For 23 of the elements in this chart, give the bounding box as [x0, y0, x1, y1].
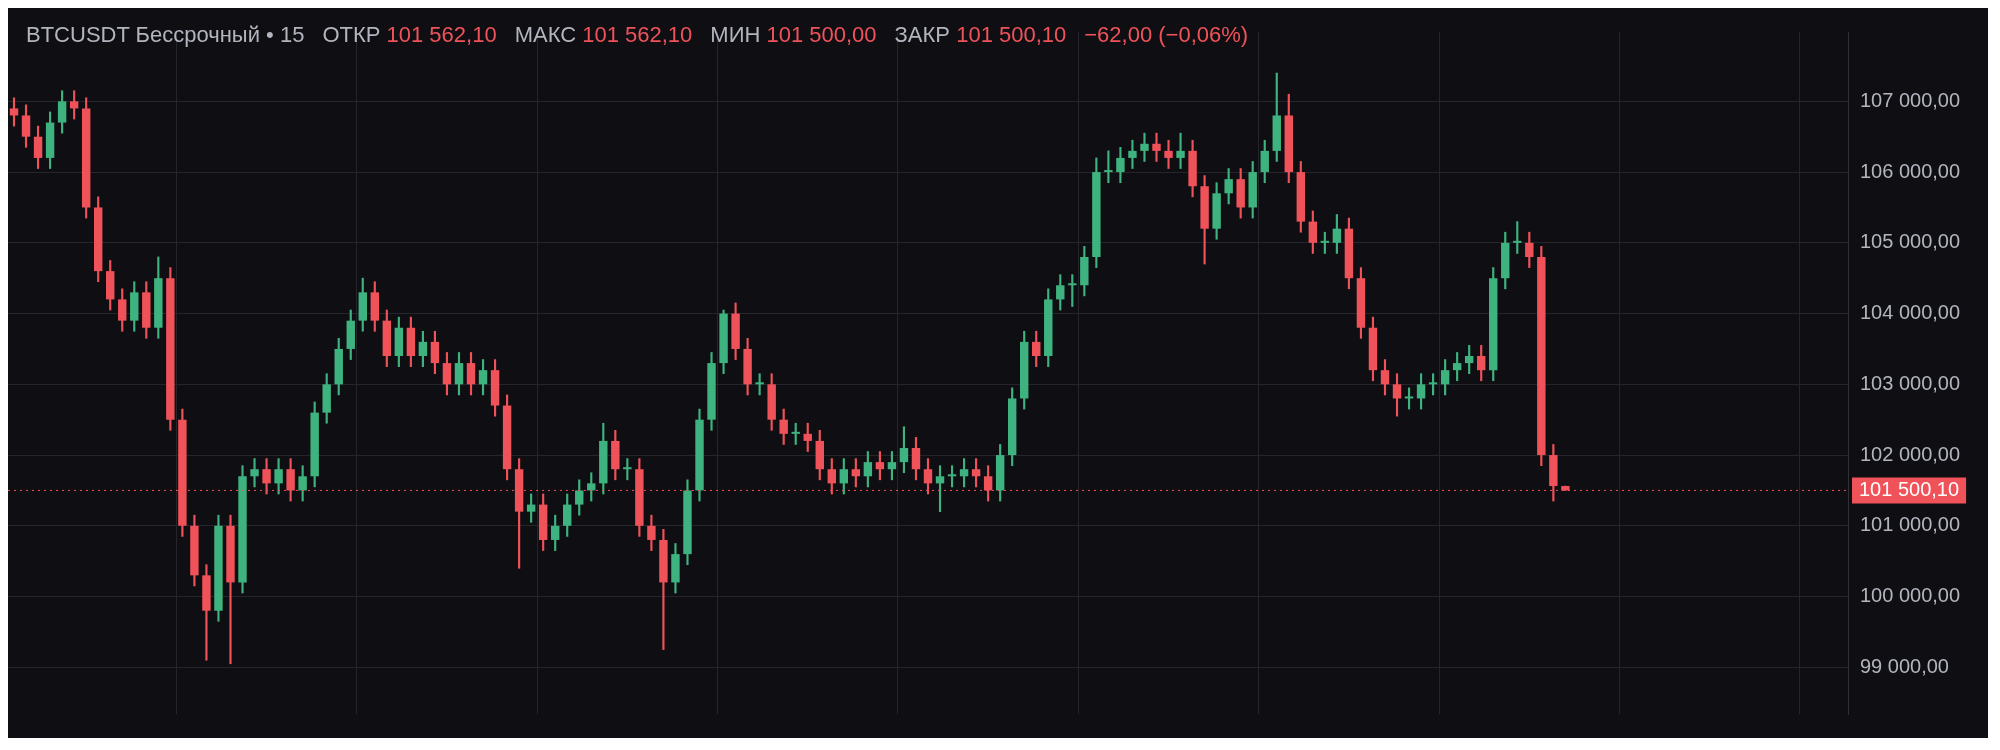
- y-tick-label: 107 000,00: [1860, 88, 1961, 111]
- y-tick-label: 105 000,00: [1860, 230, 1961, 253]
- y-tick-label: 103 000,00: [1860, 371, 1961, 394]
- annotation: МАКС 101 562,10: [514, 22, 693, 47]
- y-tick-label: 104 000,00: [1860, 301, 1961, 324]
- y-tick-label: 102 000,00: [1860, 442, 1961, 465]
- ref-line-label: 101 500,10: [1859, 477, 1960, 500]
- annotation: МИН 101 500,00: [710, 22, 877, 47]
- y-tick-label: 100 000,00: [1860, 584, 1961, 607]
- candlestick: [1140, 132, 1149, 162]
- chart-title: BTCUSDT Бессрочный • 15: [26, 22, 305, 47]
- candlestick: [659, 529, 668, 650]
- y-tick-label: 101 000,00: [1860, 513, 1961, 536]
- annotation: −62,00 (−0,06%): [1084, 22, 1249, 47]
- candlestick: [1164, 139, 1173, 169]
- annotation: ЗАКР 101 500,10: [894, 22, 1067, 47]
- annotation: ОТКР 101 562,10: [322, 22, 497, 47]
- y-tick-label: 106 000,00: [1860, 159, 1961, 182]
- candlestick: [1152, 132, 1161, 162]
- candlestick: [1176, 132, 1185, 169]
- y-tick-label: 99 000,00: [1860, 654, 1949, 677]
- candlestick: [1128, 139, 1137, 169]
- candlestick: [250, 458, 259, 488]
